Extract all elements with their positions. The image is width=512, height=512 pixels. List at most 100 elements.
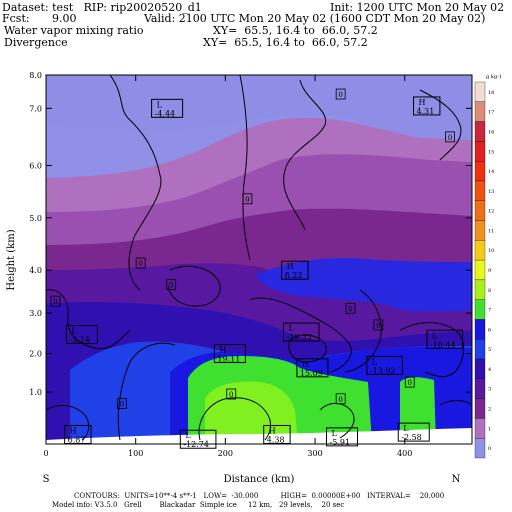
colorbar-label: 17 <box>488 110 494 116</box>
extremum-type: L <box>432 331 438 340</box>
y-tick-label: 4.0 <box>29 266 42 275</box>
extremum-value: 15.09 <box>300 369 323 378</box>
y-tick-label: 3.0 <box>29 309 42 318</box>
extremum-type: L <box>185 431 191 440</box>
field2-xy: XY= 65.5, 16.4 to 66.0, 57.2 <box>203 36 368 49</box>
divergence-contour <box>344 289 382 373</box>
divergence-contour <box>249 297 352 373</box>
model-info: Model info: V3.5.0 Grell Blackadar Simpl… <box>52 501 345 509</box>
low-marker: L-2.58 <box>397 422 430 442</box>
zero-label-box <box>166 279 177 290</box>
x-axis-label: Distance (km) <box>224 474 295 485</box>
zero-label-text: 0 <box>348 305 352 313</box>
zero-label-text: 0 <box>448 134 452 142</box>
divergence-contour <box>288 334 327 363</box>
zero-label-text: 0 <box>138 260 142 268</box>
zero-label-box <box>335 393 346 405</box>
extremum-box <box>282 322 320 342</box>
extremum-type: H <box>287 262 294 271</box>
low-marker: L-4.44 <box>151 98 184 118</box>
x-tick-label: 0 <box>43 449 48 458</box>
extremum-box <box>179 429 217 449</box>
colorbar-swatch <box>474 101 486 122</box>
contours-info: CONTOURS: UNITS=10**-4 s**-1 LOW= -30.00… <box>74 492 445 500</box>
mixing-ratio-band-5 <box>255 258 472 312</box>
x-tick-label: 300 <box>307 449 322 458</box>
divergence-contour <box>319 403 355 439</box>
low-marker: L-13.92 <box>366 355 403 375</box>
low-marker: L-29.22 <box>282 322 320 342</box>
mixing-ratio-band-1b <box>46 75 472 140</box>
y-axis: 1.0 2.0 3.0 4.0 5.0 6.0 7.0 8.0 <box>29 71 472 397</box>
high-marker: H8.22 <box>281 260 309 280</box>
terrain <box>46 428 472 444</box>
extremum-box <box>151 98 184 118</box>
colorbar-label: 14 <box>488 169 494 175</box>
x-axis: 0 100 200 300 400 <box>43 75 412 458</box>
zero-label-text: 0 <box>120 401 124 409</box>
dataset-label: Dataset: test RIP: rip20020520_d1 <box>2 1 202 14</box>
high-marker: H19.11 <box>213 344 246 364</box>
zero-label-box <box>373 319 384 331</box>
zero-label-text: 0 <box>338 91 342 99</box>
extremum-box <box>64 424 92 444</box>
extremum-value: -13.92 <box>370 366 396 375</box>
x-tick-label: 100 <box>128 449 143 458</box>
extremum-box <box>326 427 359 447</box>
colorbar-label: 11 <box>488 228 494 234</box>
zero-contour-label: 0 <box>345 302 356 314</box>
divergence-contour <box>167 265 221 307</box>
y-tick-label: 8.0 <box>29 71 42 80</box>
divergence-contour <box>283 79 327 231</box>
low-marker: L-10.44 <box>426 329 464 349</box>
extremum-box <box>366 355 403 375</box>
extremum-type: L <box>403 424 409 433</box>
zero-label-text: 0 <box>229 391 233 399</box>
colorbar-label: 3 <box>488 387 491 393</box>
extremum-box <box>263 424 291 444</box>
extremum-type: H <box>219 346 226 355</box>
zero-contour-label: 0 <box>166 279 177 290</box>
extremum-value: 8.22 <box>285 271 303 280</box>
extremum-type: L <box>372 357 378 366</box>
extremum-value: -10.44 <box>430 340 456 349</box>
colorbar-label: 16 <box>488 129 494 135</box>
colorbar-swatch <box>474 200 486 221</box>
colorbar-label: 13 <box>488 189 494 195</box>
extremum-value: 19.11 <box>217 355 240 364</box>
field2-title: Divergence <box>4 36 68 49</box>
extremum-type: H <box>418 98 425 107</box>
y-tick-label: 6.0 <box>29 161 42 170</box>
colorbar-swatch <box>474 121 486 142</box>
extremum-type: L <box>288 324 294 333</box>
colorbar-swatch <box>474 220 486 241</box>
forecast-label: Fcst: <box>2 12 30 25</box>
zero-label-text: 0 <box>169 281 173 289</box>
colorbar-swatch <box>474 299 486 320</box>
north-end-label: N <box>452 474 461 485</box>
zero-label-text: 0 <box>407 379 411 387</box>
divergence-contour <box>46 289 131 350</box>
mixing-ratio-band-9b <box>400 377 436 444</box>
divergence-contour <box>239 75 251 261</box>
colorbar-swatch <box>474 339 486 360</box>
filled-contour-layer <box>46 75 472 444</box>
extremum-type: H <box>70 426 77 435</box>
south-end-label: S <box>43 474 50 485</box>
zero-label-text: 0 <box>338 396 342 404</box>
colorbar-swatch <box>474 438 486 459</box>
x-tick-label: 200 <box>218 449 233 458</box>
zero-label-box <box>50 295 61 307</box>
divergence-contour <box>198 397 271 441</box>
colorbar-label: 0 <box>488 446 491 452</box>
colorbar-swatch <box>474 161 486 182</box>
extremum-box <box>65 324 98 344</box>
zero-contour-label: 0 <box>242 193 253 205</box>
extremum-value: -4.44 <box>155 109 176 118</box>
colorbar-swatch <box>474 81 486 102</box>
extremum-box <box>397 422 430 442</box>
zero-contour-label: 0 <box>404 376 415 388</box>
zero-contour-label: 0 <box>373 319 384 331</box>
